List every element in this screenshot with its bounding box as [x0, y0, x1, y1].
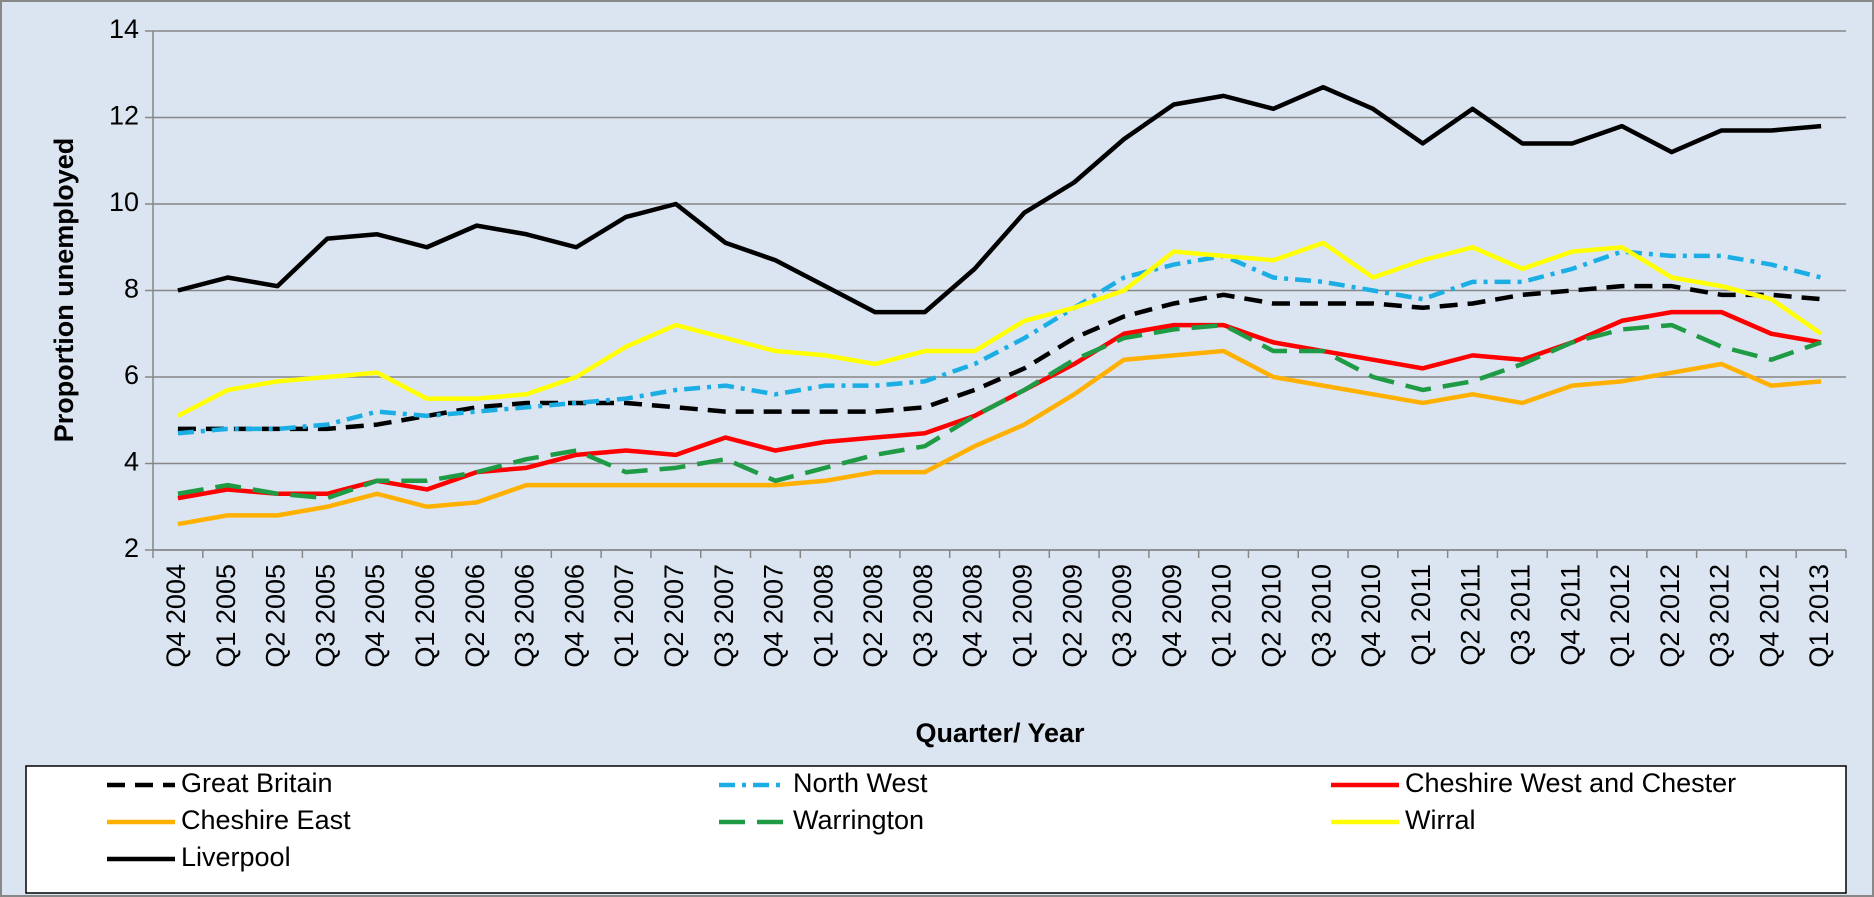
y-tick-label: 4: [124, 447, 139, 477]
x-tick-label: Q4 2012: [1754, 564, 1784, 668]
x-tick-label: Q1 2013: [1804, 564, 1834, 668]
series-line: [177, 84, 1822, 315]
y-tick-label: 12: [109, 101, 139, 131]
x-tick-label: Q1 2009: [1008, 564, 1038, 668]
x-tick-label: Q2 2006: [460, 564, 490, 668]
x-tick-label: Q2 2012: [1655, 564, 1685, 668]
legend-label: Warrington: [793, 805, 924, 835]
legend-label: Cheshire East: [181, 805, 351, 835]
x-tick-label: Q4 2010: [1356, 564, 1386, 668]
x-tick-label: Q1 2012: [1605, 564, 1635, 668]
x-tick-label: Q3 2007: [709, 564, 739, 668]
x-tick-label: Q3 2011: [1505, 564, 1535, 666]
legend-label: North West: [793, 768, 928, 798]
x-tick-label: Q3 2010: [1306, 564, 1336, 668]
legend-label: Cheshire West and Chester: [1405, 768, 1736, 798]
x-tick-label: Q4 2006: [559, 564, 589, 668]
x-tick-label: Q3 2012: [1705, 564, 1735, 668]
x-tick-label: Q2 2010: [1256, 564, 1286, 668]
x-tick-label: Q4 2011: [1555, 564, 1585, 666]
x-tick-label: Q1 2010: [1207, 564, 1237, 668]
x-tick-label: Q4 2008: [958, 564, 988, 668]
legend-label: Great Britain: [181, 768, 333, 798]
legend-label: Wirral: [1405, 805, 1475, 835]
legend-label: Liverpool: [181, 842, 291, 872]
legend-box: [25, 765, 1847, 894]
x-tick-label: Q1 2007: [609, 564, 639, 668]
y-tick-label: 6: [124, 360, 139, 390]
x-tick-label: Q4 2007: [759, 564, 789, 668]
y-tick-label: 10: [109, 187, 139, 217]
x-tick-label: Q3 2005: [310, 564, 340, 668]
x-tick-label: Q2 2008: [858, 564, 888, 668]
series-line: [177, 249, 1822, 436]
x-tick-label: Q2 2011: [1456, 564, 1486, 666]
y-tick-label: 8: [124, 274, 139, 304]
x-tick-label: Q3 2006: [510, 564, 540, 668]
x-tick-label: Q1 2005: [211, 564, 241, 668]
series-line: [177, 283, 1822, 432]
x-tick-label: Q2 2005: [261, 564, 291, 668]
x-axis-title: Quarter/ Year: [915, 718, 1085, 748]
series-line: [176, 240, 1823, 418]
x-tick-label: Q2 2009: [1057, 564, 1087, 668]
x-tick-label: Q1 2006: [410, 564, 440, 668]
series-line: [177, 348, 1822, 527]
y-tick-label: 14: [109, 14, 139, 44]
x-tick-label: Q4 2009: [1157, 564, 1187, 668]
series-line: [177, 322, 1822, 501]
x-tick-label: Q4 2004: [161, 564, 191, 668]
x-tick-label: Q3 2009: [1107, 564, 1137, 668]
x-tick-label: Q4 2005: [360, 564, 390, 668]
y-axis-title: Proportion unemployed: [49, 138, 79, 443]
x-tick-label: Q2 2007: [659, 564, 689, 668]
x-tick-label: Q3 2008: [908, 564, 938, 668]
x-tick-label: Q1 2008: [808, 564, 838, 668]
y-tick-label: 2: [124, 533, 139, 563]
x-tick-label: Q1 2011: [1406, 564, 1436, 666]
